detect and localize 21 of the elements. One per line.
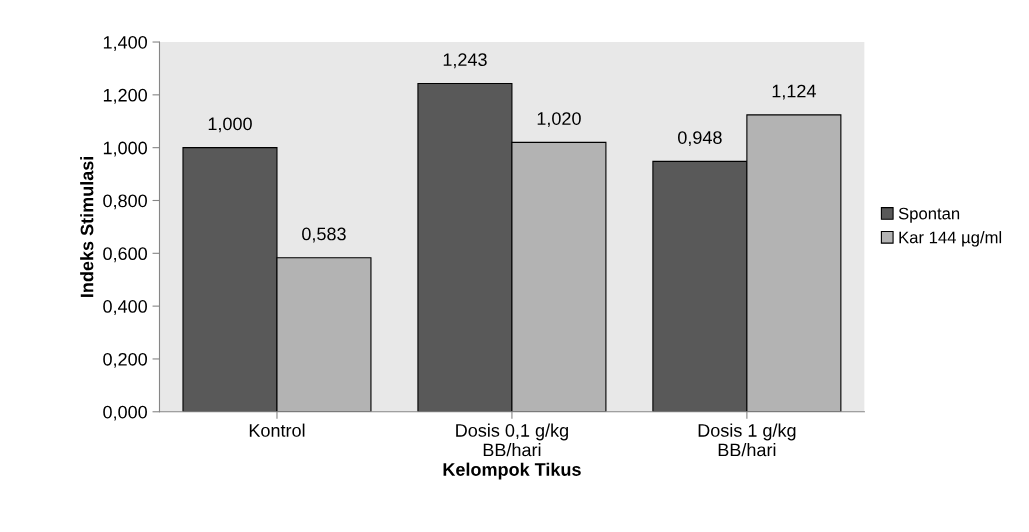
data-label: 1,000 <box>208 117 252 133</box>
y-tick-label: 1,200 <box>103 88 147 104</box>
legend-label: Kar 144 µg/ml <box>899 231 1002 247</box>
data-label: 1,020 <box>537 112 581 128</box>
data-label: 0,583 <box>302 227 346 243</box>
data-label: 0,948 <box>678 131 722 147</box>
y-tick-label: 0,200 <box>103 352 147 368</box>
data-label: 1,124 <box>772 84 816 100</box>
x-tick-label: Dosis 1 g/kg BB/hari <box>698 423 796 457</box>
data-label: 1,243 <box>443 53 487 69</box>
y-tick-label: 1,400 <box>103 35 147 51</box>
x-tick-label: Dosis 0,1 g/kg BB/hari <box>456 423 568 457</box>
y-tick-label: 0,600 <box>103 247 147 263</box>
y-tick-label: 0,800 <box>103 194 147 210</box>
y-tick-label: 1,000 <box>103 141 147 157</box>
y-tick-label: 0,400 <box>103 300 147 315</box>
x-tick-label: Kontrol <box>249 423 305 437</box>
x-axis-title: Kelompok Tikus <box>443 462 581 480</box>
y-tick-label: 0,000 <box>103 405 147 421</box>
legend-label: Spontan <box>898 207 960 223</box>
y-axis-title: Indeks Stimulasi <box>80 156 94 297</box>
